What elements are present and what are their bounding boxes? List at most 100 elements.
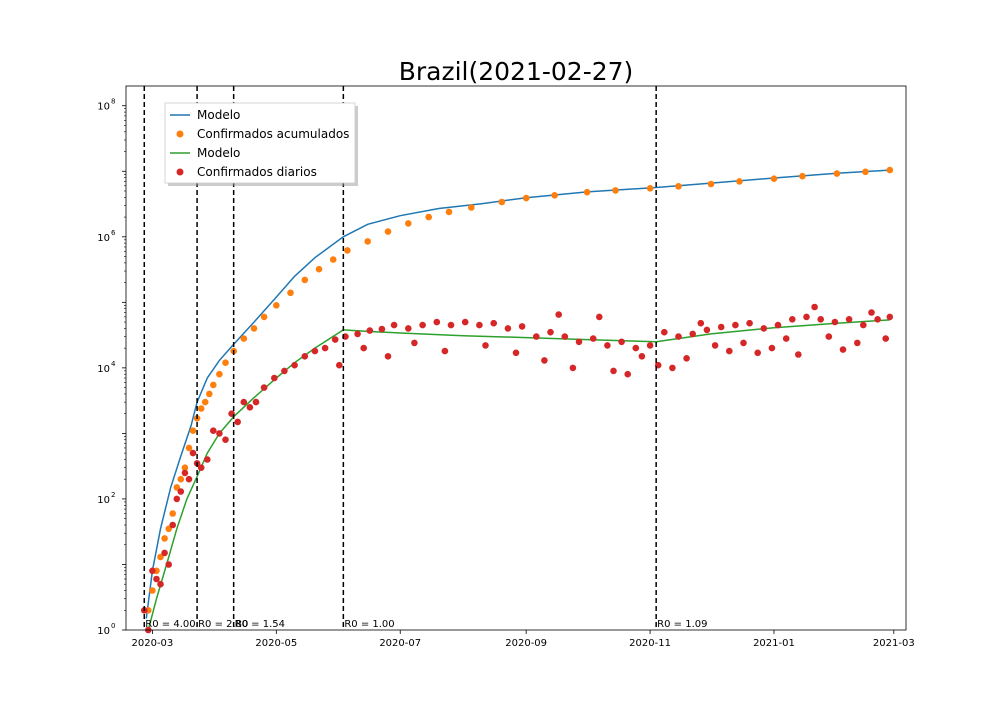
legend-label: Modelo <box>197 108 240 122</box>
daily-point <box>811 303 818 311</box>
legend-label: Confirmados diarios <box>197 165 317 179</box>
daily-point <box>669 364 676 372</box>
x-tick-label: 2020-05 <box>255 638 297 649</box>
daily-point <box>610 367 617 375</box>
change-point-label: R0 = 1.54 <box>235 619 285 630</box>
daily-point <box>222 436 229 444</box>
daily-point <box>596 313 603 321</box>
cumulative-point <box>181 464 189 472</box>
daily-point <box>419 321 426 329</box>
daily-point <box>216 430 223 437</box>
daily-point <box>260 384 268 391</box>
model-line-0 <box>145 169 890 619</box>
daily-point <box>390 321 398 329</box>
daily-point <box>246 404 254 411</box>
daily-point <box>153 575 160 583</box>
cumulative-point <box>612 187 619 194</box>
daily-point <box>825 333 833 340</box>
cumulative-point <box>425 213 433 221</box>
daily-point <box>675 333 682 340</box>
cumulative-point <box>185 444 193 452</box>
legend-box <box>164 102 356 184</box>
daily-point <box>689 330 696 338</box>
daily-point <box>441 347 449 355</box>
daily-point <box>541 357 548 364</box>
daily-point <box>204 456 211 463</box>
legend-label: Modelo <box>197 146 240 160</box>
daily-point <box>177 488 185 495</box>
daily-point <box>173 495 181 503</box>
daily-point <box>768 344 776 352</box>
legend-item: Confirmados acumulados <box>176 127 349 141</box>
daily-point <box>533 333 540 340</box>
cumulative-point <box>240 335 248 342</box>
daily-point <box>618 338 625 346</box>
daily-point <box>512 349 520 357</box>
legend: Modelo Confirmados acumulados Modelo Confir… <box>164 102 358 186</box>
y-tick-exponent: 6 <box>111 229 116 237</box>
daily-point <box>210 427 217 435</box>
cumulative-point <box>384 228 392 235</box>
cumulative-point <box>445 208 453 216</box>
daily-point <box>697 319 705 327</box>
daily-point <box>831 318 839 326</box>
change-point-label: R0 = 1.00 <box>344 619 394 630</box>
cumulative-point <box>210 381 217 389</box>
daily-point <box>860 321 867 329</box>
y-tick-exponent: 0 <box>111 622 115 630</box>
daily-point <box>181 469 189 477</box>
cumulative-point <box>770 175 778 182</box>
daily-point <box>447 321 455 329</box>
daily-point <box>795 351 802 358</box>
daily-point <box>301 353 309 360</box>
daily-point <box>490 319 498 327</box>
x-tick-label: 2021-03 <box>873 638 915 649</box>
cumulative-point <box>551 192 558 199</box>
change-point-label: R0 = 4.00 <box>145 619 195 630</box>
daily-point <box>886 313 894 321</box>
cumulative-point <box>287 289 294 297</box>
x-tick-label: 2020-09 <box>505 638 547 649</box>
daily-point <box>803 313 810 321</box>
y-tick-label: 10 0 <box>97 622 115 637</box>
daily-point <box>197 464 205 472</box>
cumulative-point <box>201 398 209 406</box>
daily-point <box>476 321 483 329</box>
legend-item: Modelo <box>170 108 240 122</box>
daily-point <box>331 336 339 343</box>
cumulative-point <box>405 220 412 227</box>
daily-point <box>561 333 569 340</box>
daily-point <box>575 338 583 346</box>
y-tick-base: 10 <box>97 626 110 637</box>
daily-point <box>189 449 197 457</box>
daily-point <box>360 344 368 352</box>
daily-point <box>354 330 361 338</box>
daily-point <box>703 326 711 334</box>
cumulative-point <box>260 313 268 321</box>
daily-point <box>740 339 747 347</box>
plot-frame <box>125 85 907 631</box>
daily-point <box>774 321 782 329</box>
cumulative-point <box>301 276 309 284</box>
x-tick-label: 2020-03 <box>132 638 174 649</box>
x-tick-label: 2020-11 <box>629 638 671 649</box>
daily-point <box>732 321 739 329</box>
y-tick-exponent: 8 <box>111 98 115 106</box>
daily-point <box>169 521 176 529</box>
cumulative-point <box>833 170 841 177</box>
cumulative-point <box>344 247 351 254</box>
cumulative-point <box>177 475 185 483</box>
cumulative-point <box>886 166 894 174</box>
daily-point <box>845 316 853 323</box>
daily-point <box>461 318 469 326</box>
legend-marker-swatch <box>176 130 184 138</box>
daily-point <box>291 361 298 369</box>
daily-point <box>234 418 241 426</box>
daily-point <box>518 323 526 330</box>
legend-label: Confirmados acumulados <box>197 127 349 141</box>
cumulative-point <box>273 302 280 309</box>
daily-point <box>624 370 631 378</box>
chart-title: Brazil(2021-02-27) <box>399 57 634 86</box>
